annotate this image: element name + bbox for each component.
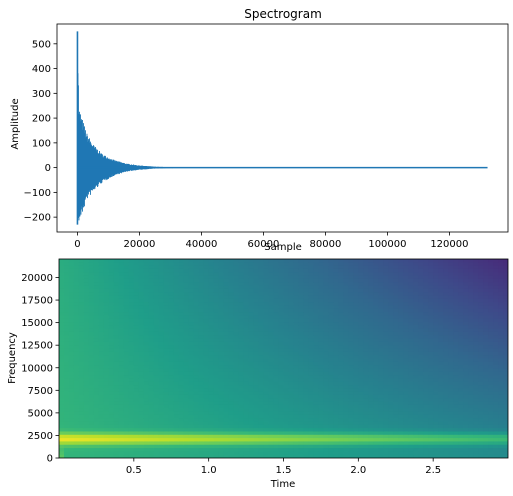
waveform-y-tick-label: 500	[32, 39, 51, 50]
waveform-y-tick-label: 300	[32, 89, 51, 100]
waveform-panel: Spectrogram 0 20000 40000 60000 80000 100000 1…	[10, 7, 508, 253]
waveform-ylabel: Amplitude	[10, 98, 21, 149]
waveform-x-tick-label: 100000	[368, 239, 406, 250]
waveform-y-tick-label: 100	[32, 138, 51, 149]
spectrogram-heatmap	[59, 259, 509, 459]
waveform-xlabel: Sample	[264, 242, 302, 253]
waveform-plot-area	[57, 24, 508, 232]
spectrogram-panel: 0.5 1.0 1.5 2.0 2.5 025005000750010000125001…	[7, 259, 509, 490]
waveform-y-tick-label: 400	[32, 64, 51, 75]
waveform-y-tick-label: −100	[24, 188, 51, 199]
waveform-y-tick-label: 0	[45, 163, 51, 174]
waveform-x-tick-label: 40000	[186, 239, 218, 250]
waveform-y-tick-label: −200	[24, 213, 51, 224]
waveform-title: Spectrogram	[244, 7, 322, 21]
waveform-x-tick-label: 0	[74, 239, 80, 250]
waveform-y-tick-label: 200	[32, 114, 51, 125]
waveform-y-ticks: −200 −100 0 100 200 300 400 500	[24, 39, 57, 223]
waveform-x-tick-label: 120000	[430, 239, 468, 250]
waveform-x-tick-label: 80000	[310, 239, 342, 250]
waveform-x-tick-label: 20000	[124, 239, 156, 250]
